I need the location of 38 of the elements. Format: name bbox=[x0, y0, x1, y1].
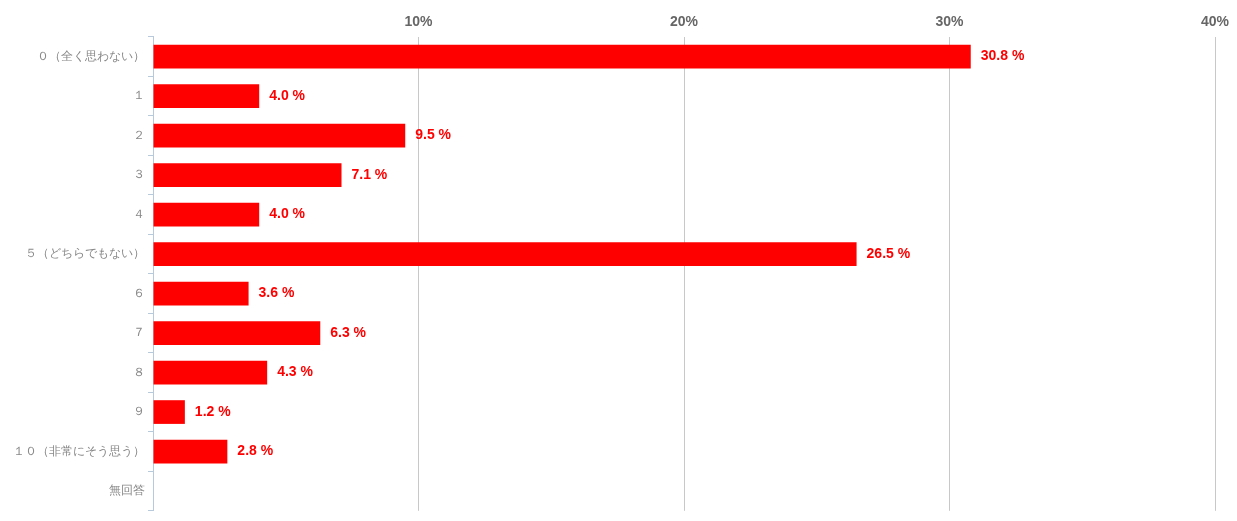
data-label: 3.6 % bbox=[258, 284, 295, 301]
y-tick-label: ０（全く思わない） bbox=[37, 48, 145, 63]
data-label: 4.0 % bbox=[269, 205, 306, 222]
bar bbox=[153, 44, 971, 69]
bar bbox=[153, 439, 228, 464]
y-tick-label: ９ bbox=[133, 404, 145, 419]
bar bbox=[153, 163, 342, 187]
data-label: 4.0 % bbox=[269, 86, 306, 103]
bar bbox=[153, 123, 406, 148]
data-label: 2.8 % bbox=[237, 442, 274, 459]
x-tick-label: 30% bbox=[935, 13, 965, 30]
bar bbox=[153, 321, 321, 345]
y-tick-label: １０（非常にそう思う） bbox=[13, 443, 145, 458]
data-label: 1.2 % bbox=[194, 402, 232, 419]
bar bbox=[153, 360, 268, 385]
data-label: 9.5 % bbox=[415, 126, 452, 143]
y-tick-label: ４ bbox=[133, 206, 145, 221]
x-tick-label: 40% bbox=[1200, 13, 1230, 30]
y-tick-label: ６ bbox=[133, 285, 145, 300]
x-tick-label: 20% bbox=[669, 13, 699, 30]
data-label: 30.8 % bbox=[980, 47, 1025, 64]
y-tick-label: ７ bbox=[133, 325, 145, 340]
bar bbox=[153, 202, 260, 227]
y-tick-label: ５（どちらでもない） bbox=[25, 246, 145, 261]
y-tick-label: ３ bbox=[133, 167, 145, 182]
data-label: 6.3 % bbox=[330, 323, 367, 340]
bar bbox=[153, 242, 857, 266]
bar bbox=[153, 281, 249, 306]
data-label: 26.5 % bbox=[866, 244, 911, 261]
y-tick-label: ８ bbox=[133, 364, 145, 379]
y-tick-label: 無回答 bbox=[109, 483, 145, 498]
y-tick-label: ２ bbox=[133, 127, 145, 142]
y-tick-label: １ bbox=[133, 88, 145, 103]
bar bbox=[153, 400, 185, 424]
data-label: 4.3 % bbox=[277, 363, 314, 380]
x-tick-label: 10% bbox=[404, 13, 434, 30]
bar bbox=[153, 84, 260, 108]
data-label: 7.1 % bbox=[351, 165, 388, 182]
